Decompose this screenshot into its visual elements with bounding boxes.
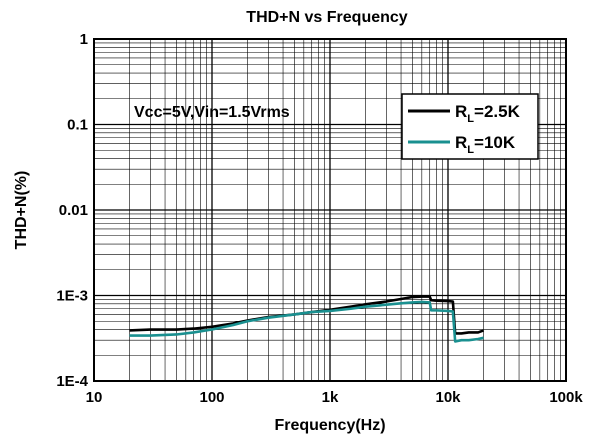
x-tick-label: 10 [86,389,103,406]
series-line-2 [129,300,484,343]
condition-annotation: Vcc=5V,Vin=1.5Vrms [134,104,290,121]
legend-label-2: RL=10K [455,133,516,156]
y-tick-label: 1E-3 [56,288,88,305]
x-axis-label: Frequency(Hz) [274,417,385,434]
x-tick-label: 1k [322,389,339,406]
series-layer [129,295,484,343]
y-tick-labels: 1 0.1 0.01 1E-3 1E-4 [56,31,88,390]
x-tick-labels: 10 100 1k 10k 100k [86,389,584,406]
legend-box [401,93,539,160]
y-tick-label: 0.01 [59,202,88,219]
chart-title: THD+N vs Frequency [246,9,407,26]
x-tick-label: 100 [199,389,224,406]
legend: RL=2.5K RL=10K [401,93,539,160]
y-axis-label: THD+N(%) [13,171,30,250]
y-tick-label: 1 [80,31,88,48]
y-tick-label: 1E-4 [56,373,88,390]
x-tick-label: 10k [435,389,461,406]
x-tick-label: 100k [549,389,583,406]
plot-frame [93,38,567,382]
y-tick-label: 0.1 [67,117,88,134]
legend-label-1: RL=2.5K [455,102,521,125]
